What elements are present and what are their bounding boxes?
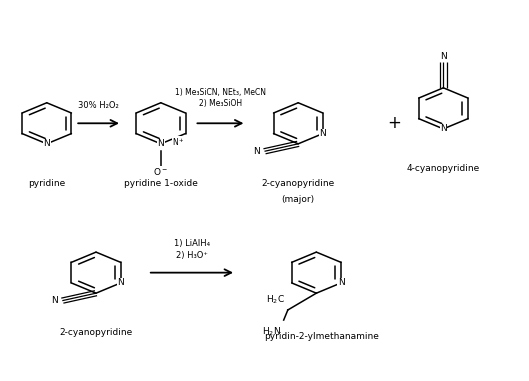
Text: pyridine 1-oxide: pyridine 1-oxide xyxy=(124,179,198,187)
Text: N: N xyxy=(440,51,446,61)
Text: N: N xyxy=(320,129,326,138)
Text: 2) Me₃SiOH: 2) Me₃SiOH xyxy=(199,99,242,108)
Text: 1) LiAlH₄: 1) LiAlH₄ xyxy=(174,239,210,248)
Text: 2-cyanopyridine: 2-cyanopyridine xyxy=(261,179,335,187)
Text: pyridine: pyridine xyxy=(28,179,66,187)
Text: H$_2$C: H$_2$C xyxy=(266,294,285,306)
Text: N: N xyxy=(338,279,344,287)
Text: (major): (major) xyxy=(281,195,315,204)
Text: pyridin-2-ylmethanamine: pyridin-2-ylmethanamine xyxy=(264,331,379,341)
Text: 2-cyanopyridine: 2-cyanopyridine xyxy=(59,328,133,337)
Text: N: N xyxy=(440,124,446,133)
Text: N: N xyxy=(253,147,260,156)
Text: N: N xyxy=(158,139,164,148)
Text: 1) Me₃SiCN, NEt₃, MeCN: 1) Me₃SiCN, NEt₃, MeCN xyxy=(175,88,266,97)
Text: +: + xyxy=(387,114,401,132)
Text: 4-cyanopyridine: 4-cyanopyridine xyxy=(407,163,480,173)
Text: 2) H₃O⁺: 2) H₃O⁺ xyxy=(176,251,208,259)
Text: N: N xyxy=(51,296,57,305)
Text: $\mathrm{O^-}$: $\mathrm{O^-}$ xyxy=(153,166,168,177)
Text: H$_2$N: H$_2$N xyxy=(262,326,281,338)
Text: N: N xyxy=(43,139,50,148)
Text: 30% H₂O₂: 30% H₂O₂ xyxy=(78,101,119,110)
Text: $\mathrm{N^+}$: $\mathrm{N^+}$ xyxy=(172,136,185,148)
Text: N: N xyxy=(117,279,124,287)
